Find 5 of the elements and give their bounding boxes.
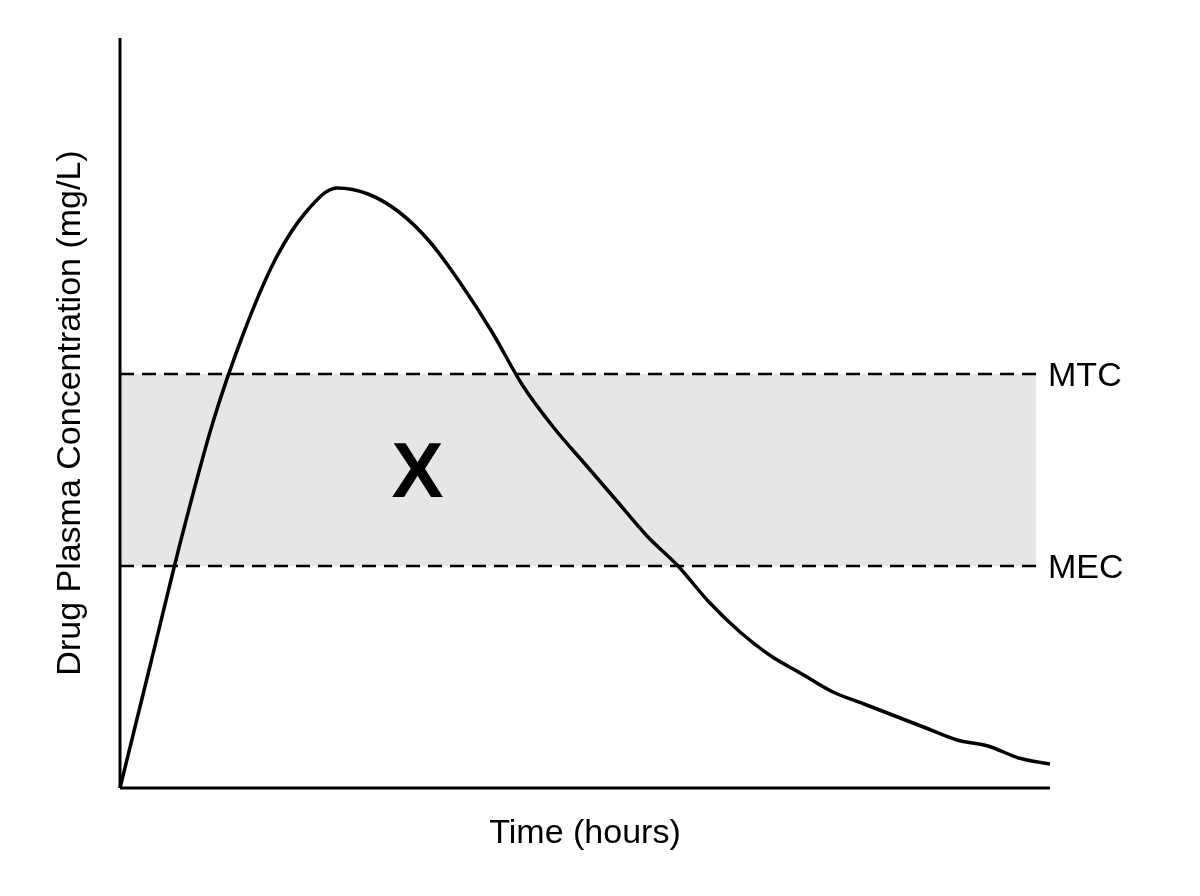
y-axis-title: Drug Plasma Concentration (mg/L) — [49, 150, 87, 676]
ref-line-label: MTC — [1048, 354, 1122, 393]
ref-line-label: MEC — [1048, 546, 1124, 585]
x-axis-title: Time (hours) — [489, 812, 681, 850]
annotation: X — [391, 426, 444, 515]
